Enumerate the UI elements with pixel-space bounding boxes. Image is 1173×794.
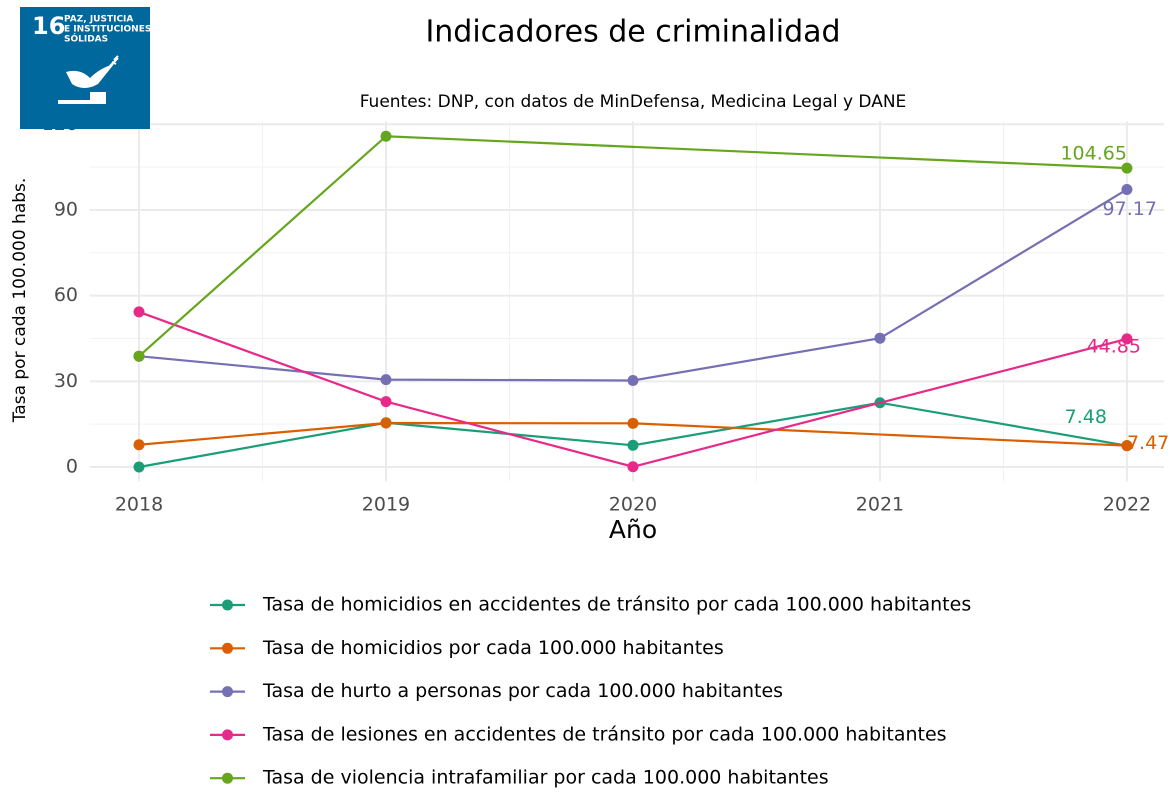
logo-gavel xyxy=(90,92,106,104)
data-point xyxy=(627,417,639,429)
logo-background xyxy=(20,7,150,129)
legend-label: Tasa de hurto a personas por cada 100.00… xyxy=(262,680,783,702)
data-point xyxy=(133,461,145,473)
legend-marker xyxy=(222,642,233,654)
legend-marker xyxy=(222,729,233,741)
data-point xyxy=(1121,333,1133,345)
data-point xyxy=(380,374,392,386)
data-label: 7.47 xyxy=(1127,432,1169,454)
logo-dove xyxy=(66,64,114,88)
plot-area: 0306090120201820192020202120227.487.4797… xyxy=(42,113,1170,516)
logo-gavel-base xyxy=(58,100,104,104)
x-tick-label: 2022 xyxy=(1103,494,1151,516)
series-line xyxy=(138,421,1127,447)
data-label: 7.48 xyxy=(1065,406,1107,428)
data-point xyxy=(133,439,145,451)
y-tick-label: 0 xyxy=(66,456,78,478)
x-tick-label: 2021 xyxy=(856,494,904,516)
legend-label: Tasa de violencia intrafamiliar por cada… xyxy=(262,767,829,789)
x-tick-label: 2020 xyxy=(609,494,657,516)
legend-marker xyxy=(222,686,233,698)
logo-text: SÓLIDAS xyxy=(64,33,108,45)
logo-text: PAZ, JUSTICIA xyxy=(64,15,133,25)
data-point xyxy=(380,396,392,408)
legend-marker xyxy=(222,599,233,611)
series-line xyxy=(138,310,1128,468)
data-point xyxy=(1121,440,1133,452)
legend-marker xyxy=(222,772,233,784)
data-point xyxy=(627,439,639,451)
legend-label: Tasa de lesiones en accidentes de tránsi… xyxy=(262,723,947,745)
logo-branch xyxy=(109,55,119,67)
y-tick-label: 90 xyxy=(54,198,78,220)
logo: 16 PAZ, JUSTICIA E INSTITUCIONES SÓLIDAS xyxy=(20,7,151,129)
y-tick-label: 60 xyxy=(54,284,78,306)
data-label: 44.85 xyxy=(1087,335,1141,357)
data-point xyxy=(380,130,392,142)
y-tick-label: 30 xyxy=(54,370,78,392)
data-point xyxy=(133,350,145,362)
logo-number: 16 xyxy=(32,12,65,40)
chart-subtitle: Fuentes: DNP, con datos de MinDefensa, M… xyxy=(360,92,907,112)
legend-label: Tasa de homicidios por cada 100.000 habi… xyxy=(262,637,724,659)
data-point xyxy=(874,332,886,344)
data-point xyxy=(1121,162,1133,174)
legend-label: Tasa de homicidios en accidentes de trán… xyxy=(262,594,971,616)
data-point xyxy=(133,306,145,318)
x-tick-label: 2019 xyxy=(362,494,410,516)
y-axis-title: Tasa por cada 100.000 habs. xyxy=(10,178,30,424)
data-point xyxy=(627,461,639,473)
x-tick-label: 2018 xyxy=(115,494,163,516)
data-point xyxy=(380,417,392,429)
data-point xyxy=(627,374,639,386)
logo-text: E INSTITUCIONES xyxy=(64,25,151,35)
data-label: 104.65 xyxy=(1060,143,1126,165)
data-point xyxy=(1121,183,1133,195)
chart-title: Indicadores de criminalidad xyxy=(425,15,840,50)
data-label: 97.17 xyxy=(1103,198,1157,220)
x-axis-title: Año xyxy=(609,515,657,544)
